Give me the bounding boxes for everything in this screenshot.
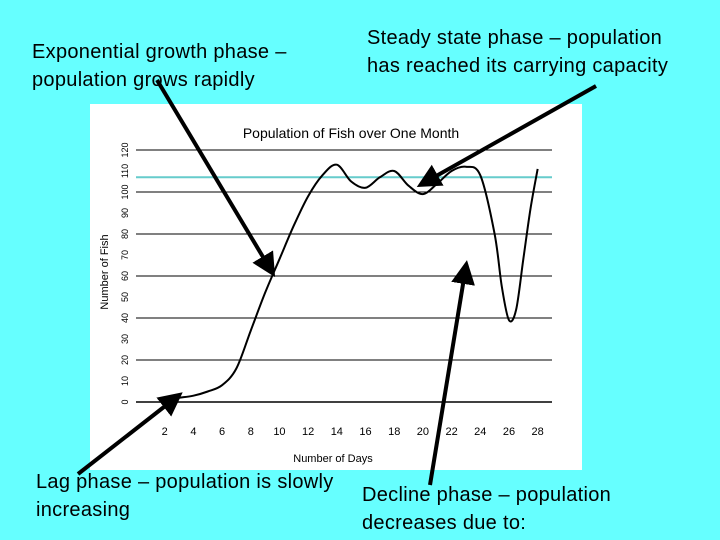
y-tick-label: 50 — [120, 292, 130, 302]
caption-lag-phase: Lag phase – population is slowly increas… — [36, 471, 334, 521]
y-tick-label: 20 — [120, 355, 130, 365]
x-tick-label: 6 — [219, 426, 225, 438]
y-tick-label: 90 — [120, 208, 130, 218]
chart-panel: Population of Fish over One Month Number… — [90, 104, 582, 470]
y-tick-label: 110 — [120, 164, 130, 178]
y-tick-label: 120 — [120, 142, 130, 157]
y-tick-label: 70 — [120, 250, 130, 260]
caption-decline-phase: Decline phase – population decreases due… — [362, 484, 612, 534]
chart-ylabel: Number of Fish — [99, 234, 111, 309]
x-tick-label: 18 — [388, 426, 400, 438]
chart-xlabel: Number of Days — [293, 453, 373, 465]
caption-steady-state: Steady state phase – population has reac… — [367, 27, 669, 77]
x-tick-label: 28 — [532, 426, 544, 438]
x-tick-label: 8 — [248, 426, 254, 438]
series-line — [164, 163, 539, 401]
caption-exponential-growth: Exponential growth phase – population gr… — [32, 41, 287, 91]
y-tick-label: 40 — [120, 313, 130, 323]
y-tick-label: 30 — [120, 334, 130, 344]
chart-line-layer — [164, 163, 539, 401]
x-tick-label: 20 — [417, 426, 429, 438]
population-chart: Population of Fish over One Month Number… — [99, 125, 552, 465]
chart-title: Population of Fish over One Month — [243, 125, 459, 141]
x-tick-label: 4 — [190, 426, 196, 438]
x-tick-label: 2 — [162, 426, 168, 438]
x-tick-label: 24 — [474, 426, 486, 438]
x-tick-label: 10 — [273, 426, 285, 438]
y-tick-label: 0 — [120, 399, 130, 404]
x-tick-label: 22 — [445, 426, 457, 438]
x-tick-label: 26 — [503, 426, 515, 438]
y-tick-label: 10 — [120, 376, 130, 386]
chart-grid — [136, 149, 552, 403]
x-tick-label: 16 — [359, 426, 371, 438]
x-tick-label: 14 — [331, 426, 343, 438]
y-tick-label: 60 — [120, 271, 130, 281]
y-tick-label: 80 — [120, 229, 130, 239]
x-tick-label: 12 — [302, 426, 314, 438]
y-tick-label: 100 — [120, 184, 130, 199]
